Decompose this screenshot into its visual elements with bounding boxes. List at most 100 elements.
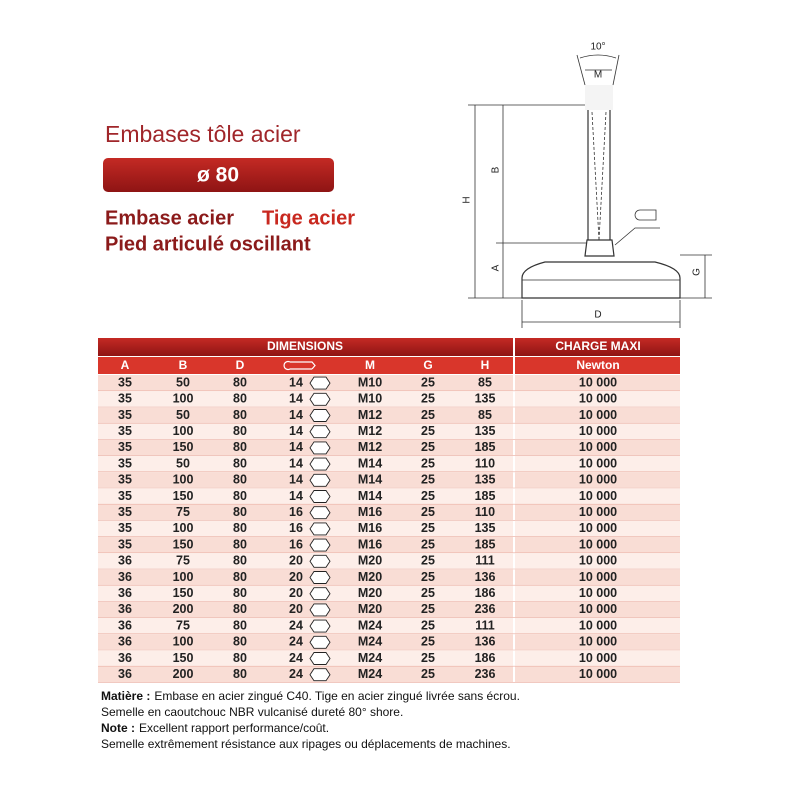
hex-icon [309, 571, 331, 584]
cell: 186 [475, 586, 496, 600]
h-label: H [462, 196, 473, 203]
cell: 25 [421, 554, 435, 568]
note-text: Semelle extrêmement résistance aux ripag… [101, 737, 511, 751]
row-bg [98, 504, 513, 520]
column-header: G [423, 358, 432, 372]
g-label: G [692, 268, 703, 276]
badge-bar [103, 158, 334, 192]
row-bg [515, 601, 680, 618]
cell: 25 [421, 602, 435, 616]
cell: 110 [475, 456, 495, 470]
cell: 111 [475, 554, 495, 568]
hex-icon [309, 441, 331, 455]
cell: 10 000 [579, 440, 617, 454]
cell: M10 [358, 375, 382, 389]
cell: 80 [233, 651, 247, 665]
cell: 236 [475, 667, 496, 681]
cell: 25 [421, 537, 435, 551]
hex-icon [309, 652, 331, 665]
cell: M16 [358, 537, 382, 551]
hex-icon [309, 473, 331, 487]
cell: 14 [289, 408, 303, 422]
wrench-icon [283, 360, 316, 371]
cell: 35 [118, 505, 132, 519]
cell: 35 [118, 473, 132, 487]
cell: M12 [358, 424, 382, 438]
hex-icon [309, 635, 331, 649]
cell: 10 000 [579, 537, 617, 551]
cell: 150 [173, 586, 194, 600]
row-bg [515, 650, 680, 666]
cell: 35 [118, 537, 132, 551]
cell: 80 [233, 375, 247, 389]
row-bg [98, 439, 513, 456]
row-bg [98, 666, 513, 682]
row-bg [98, 634, 513, 650]
note-label: Matière : [101, 689, 150, 703]
cell: 10 000 [579, 618, 617, 632]
b-label: B [491, 166, 502, 173]
cell: 100 [173, 473, 194, 487]
cell: 14 [289, 456, 303, 470]
cell: M24 [358, 618, 382, 632]
cell: 80 [233, 537, 247, 551]
cell: 150 [173, 537, 194, 551]
cell: 25 [421, 570, 435, 584]
cell: 20 [289, 586, 303, 600]
row-bg [515, 537, 680, 553]
cell: 16 [289, 505, 303, 519]
cell: 36 [118, 570, 132, 584]
cell: 10 000 [579, 521, 617, 535]
cell: 80 [233, 667, 247, 681]
cell: 80 [233, 392, 247, 406]
cell: 80 [233, 635, 247, 649]
cell: 36 [118, 586, 132, 600]
row-bg [98, 585, 513, 601]
cell: 100 [173, 392, 194, 406]
cell: 110 [475, 505, 495, 519]
cell: 80 [233, 456, 247, 470]
cell: 10 000 [579, 586, 617, 600]
hex-icon [309, 490, 331, 503]
column-header: D [236, 358, 245, 372]
cell: 35 [118, 392, 132, 406]
row-bg [515, 456, 680, 472]
cell: 10 000 [579, 570, 617, 584]
cell: 100 [173, 521, 194, 535]
diagram [468, 54, 712, 328]
note-line: Matière : Embase en acier zingué C40. Tig… [101, 689, 520, 703]
cell: M24 [358, 667, 382, 681]
row-bg [98, 650, 513, 666]
cell: M20 [358, 586, 382, 600]
column-header: B [179, 358, 188, 372]
row-bg [98, 520, 513, 537]
cell: 25 [421, 473, 435, 487]
hex-icon [309, 457, 331, 471]
cell: 136 [475, 570, 496, 584]
table: A B D M G H Newton 35 50 80 14 M10 25 85 10 000 35 100 80… [98, 358, 680, 683]
cell: 80 [233, 440, 247, 454]
cell: 20 [289, 602, 303, 616]
cell: M24 [358, 651, 382, 665]
cell: 10 000 [579, 505, 617, 519]
cell: 135 [475, 521, 496, 535]
cell: 25 [421, 489, 435, 503]
cell: 25 [421, 586, 435, 600]
row-bg [98, 472, 513, 488]
cell: 10 000 [579, 408, 617, 422]
cell: M14 [358, 489, 382, 503]
cell: 35 [118, 489, 132, 503]
cell: 75 [176, 618, 190, 632]
title: Embases tôle acier [105, 121, 301, 147]
note-line: Note : Excellent rapport performance/coût… [101, 721, 329, 735]
row-bg [98, 423, 513, 439]
subtitle: Pied articulé oscillant [105, 233, 311, 255]
cell: M16 [358, 521, 382, 535]
cell: 36 [118, 554, 132, 568]
cell: 80 [233, 586, 247, 600]
cell: 35 [118, 440, 132, 454]
angle-label: 10° [590, 42, 605, 53]
cell: 36 [118, 651, 132, 665]
cell: M24 [358, 635, 382, 649]
